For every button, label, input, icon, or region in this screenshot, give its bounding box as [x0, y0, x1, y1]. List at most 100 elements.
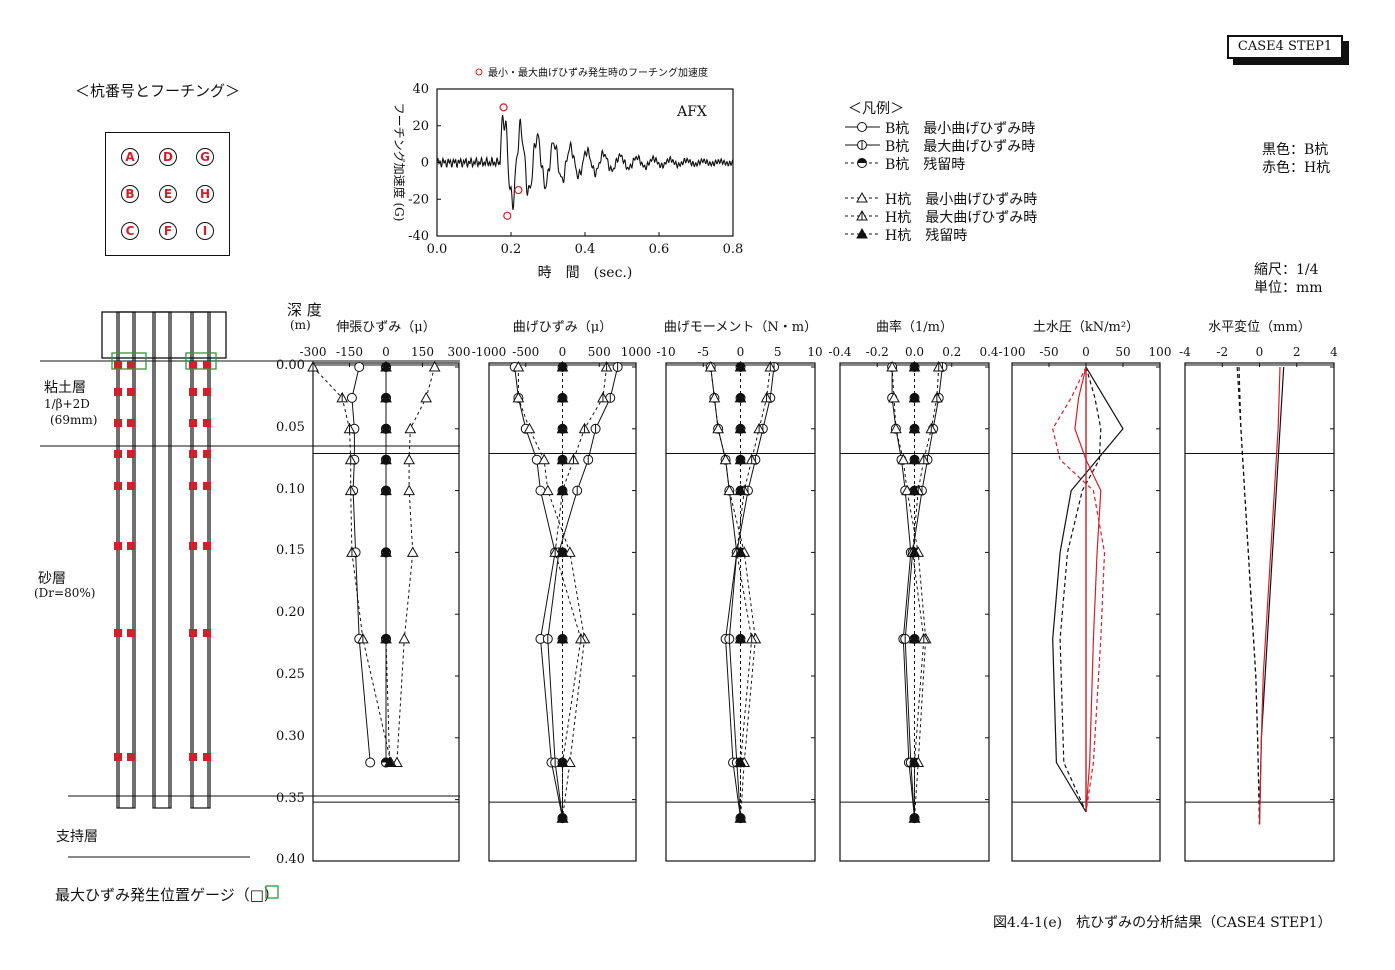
profile-marker: [734, 360, 747, 372]
profile-marker: [556, 812, 569, 823]
profile-marker: [357, 632, 369, 644]
pile-marker-a: A: [121, 148, 139, 166]
legend-marker-sample: [857, 158, 867, 168]
profile-marker: [925, 422, 938, 434]
profile-series-line: [514, 366, 563, 819]
profile-x-tick-label: 0.0: [905, 345, 924, 359]
case-badge: CASE4 STEP1: [1227, 35, 1343, 59]
profile-marker: [556, 360, 569, 372]
figure-caption: 図4.4-1(e) 杭ひずみの分析結果（CASE4 STEP1）: [993, 915, 1332, 931]
profile-x-tick-label: 0: [1256, 345, 1264, 359]
accel-y-tick-label: 20: [412, 119, 429, 134]
depth-tick-label: 0.15: [276, 543, 305, 559]
depth-tick-label: 0.35: [276, 790, 305, 806]
profile-marker: [365, 757, 376, 768]
strain-gauge: [203, 450, 211, 458]
profile-series-line: [1059, 366, 1102, 813]
strain-gauge: [114, 542, 122, 550]
profile-x-tick-label: -100: [999, 345, 1026, 359]
profile-marker: [307, 360, 319, 372]
profile-marker: [346, 546, 358, 557]
profile-x-tick-label: -1000: [472, 345, 507, 359]
profile-marker: [556, 546, 569, 557]
legend-marker-sample: [857, 122, 867, 132]
pile-body: [190, 311, 211, 809]
legend-marker-sample: [856, 209, 868, 221]
strain-gauge: [127, 388, 135, 396]
profile-series-line: [904, 366, 943, 819]
profile-x-tick-label: 2: [1293, 345, 1301, 359]
profile-marker: [380, 632, 392, 644]
profile-frame: [1184, 362, 1335, 862]
strain-gauge: [127, 629, 135, 637]
pile-marker-d: D: [159, 148, 177, 166]
profile-marker: [760, 391, 773, 403]
profile-series-line: [1258, 366, 1281, 825]
profile-x-tick-label: -4: [1179, 345, 1191, 359]
profile-x-tick-label: 150: [411, 345, 434, 359]
profile-marker: [564, 756, 576, 768]
accel-title-marker: [475, 68, 483, 76]
profile-x-tick-label: 0.4: [979, 345, 998, 359]
profile-marker: [704, 360, 717, 372]
strain-gauge: [127, 542, 135, 550]
profile-marker: [380, 484, 392, 496]
profile-marker: [564, 546, 576, 557]
strain-gauge: [114, 388, 122, 396]
strain-gauge: [203, 629, 211, 637]
profile-series-line: [1052, 366, 1124, 813]
profile-series-line: [912, 366, 940, 819]
strain-gauge: [127, 419, 135, 427]
sand-note: (Dr=80%): [34, 586, 96, 600]
profile-marker: [888, 391, 900, 403]
profile-marker: [380, 422, 392, 434]
profile-series-line: [891, 366, 927, 819]
accel-x-tick-label: 0.4: [575, 242, 596, 257]
accel-x-tick-label: 0.2: [501, 242, 522, 257]
profile-marker: [354, 362, 365, 372]
profile-marker: [556, 391, 569, 403]
support-layer-label: 支持層: [56, 829, 98, 845]
legend-color-red: 赤色：H杭: [1262, 160, 1331, 176]
profile-series-line: [1074, 366, 1102, 813]
profile-marker: [908, 632, 921, 644]
accel-peak-marker: [514, 185, 523, 195]
clay-note-1: 1/β+2D: [44, 397, 90, 411]
profile-marker: [541, 484, 554, 496]
strain-gauge: [114, 450, 122, 458]
profile-marker: [734, 812, 747, 823]
strain-gauge: [189, 482, 197, 490]
profile-series-line: [728, 366, 775, 819]
profile-marker: [917, 632, 930, 644]
profile-x-tick-label: -10: [656, 345, 675, 359]
strain-gauge: [127, 753, 135, 761]
profile-x-tick-label: 0: [737, 345, 745, 359]
accel-x-tick-label: 0.8: [723, 242, 744, 257]
profile-x-tick-label: 0: [382, 345, 390, 359]
legend-item: B杭 最大曲げひずみ時: [885, 139, 1036, 155]
profile-marker: [734, 632, 747, 644]
strain-gauge: [114, 482, 122, 490]
profile-marker: [575, 632, 587, 644]
pile-marker-f: F: [159, 222, 177, 240]
profile-title: 曲率（1/m）: [876, 319, 953, 335]
profile-marker: [380, 546, 392, 557]
profile-marker: [343, 422, 356, 434]
legend-marker-sample: [856, 191, 868, 203]
profile-title: 曲げモーメント（N・m）: [664, 320, 817, 335]
pile-marker-g: G: [196, 148, 214, 166]
profile-marker: [745, 632, 758, 644]
profile-marker: [404, 422, 417, 434]
profile-marker: [908, 360, 921, 372]
profile-marker: [336, 391, 349, 403]
profile-marker: [724, 633, 735, 644]
profile-marker: [556, 453, 569, 465]
profile-x-tick-label: -5: [697, 345, 709, 359]
profile-x-tick-label: 1000: [621, 345, 652, 359]
profile-x-tick-label: -0.2: [866, 345, 889, 359]
strain-gauge: [189, 419, 197, 427]
strain-gauge: [203, 542, 211, 550]
clay-layer-label: 粘土層: [44, 380, 86, 396]
profile-marker: [542, 633, 553, 644]
profile-marker: [572, 485, 583, 496]
